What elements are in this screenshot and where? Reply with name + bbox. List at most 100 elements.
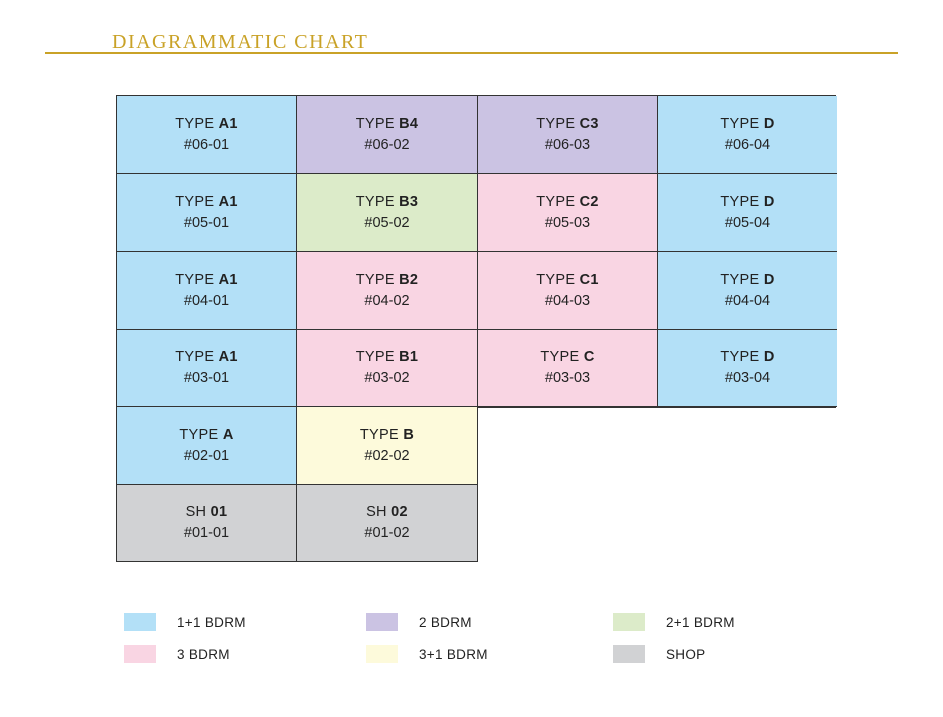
unit-type-label: SH 02 [366, 502, 408, 523]
legend-label: 3 BDRM [177, 646, 230, 662]
unit-number: #05-04 [724, 214, 771, 231]
legend-swatch [124, 645, 156, 663]
unit-type-code: B4 [399, 115, 419, 132]
unit-type-code: D [763, 349, 775, 365]
unit-type-code: D [763, 115, 775, 132]
unit-number: #06-01 [183, 136, 230, 153]
unit-type-prefix: TYPE [720, 271, 760, 288]
legend-item: 2 BDRM [366, 613, 472, 631]
legend-item: SHOP [613, 645, 705, 663]
unit-type-prefix: TYPE [179, 426, 219, 443]
unit-type-prefix: TYPE [355, 115, 395, 132]
unit-number: #01-02 [364, 525, 410, 541]
unit-number: #03-02 [364, 370, 410, 386]
legend-swatch [366, 613, 398, 631]
unit-type-code: A1 [218, 349, 238, 365]
unit-type-prefix: TYPE [175, 271, 215, 288]
unit-type-prefix: TYPE [720, 193, 760, 210]
unit-type-prefix: TYPE [355, 193, 395, 210]
unit-number: #06-02 [364, 136, 410, 153]
unit-type-code: D [763, 193, 775, 210]
unit-number: #06-04 [724, 136, 771, 153]
unit-cell: TYPE A1 #05-01 [117, 174, 297, 252]
unit-type-code: C [583, 349, 595, 365]
unit-type-prefix: TYPE [536, 193, 576, 210]
unit-type-prefix: SH [366, 504, 387, 520]
unit-type-label: TYPE D [720, 192, 774, 213]
unit-cell: TYPE B3 #05-02 [297, 174, 478, 252]
unit-number: #03-04 [724, 370, 771, 386]
unit-type-label: TYPE C2 [536, 192, 599, 213]
unit-type-code: A1 [218, 115, 238, 132]
unit-cell: TYPE C1 #04-03 [478, 252, 658, 330]
unit-type-label: TYPE A1 [175, 192, 238, 213]
unit-type-prefix: TYPE [536, 115, 576, 132]
unit-type-label: TYPE B1 [356, 347, 419, 368]
unit-type-label: SH 01 [186, 502, 228, 523]
unit-cell: TYPE C #03-03 [478, 330, 658, 407]
unit-number: #05-03 [544, 214, 591, 231]
legend-item: 2+1 BDRM [613, 613, 735, 631]
unit-type-label: TYPE C [540, 347, 594, 368]
unit-type-label: TYPE B3 [356, 192, 419, 213]
unit-type-code: A1 [218, 271, 238, 288]
unit-number: #04-03 [544, 292, 591, 309]
legend-label: 1+1 BDRM [177, 614, 246, 630]
unit-type-code: C2 [579, 193, 599, 210]
unit-type-prefix: TYPE [175, 193, 215, 210]
unit-cell: TYPE A1 #06-01 [117, 96, 297, 174]
unit-type-label: TYPE A [179, 425, 233, 446]
unit-cell: TYPE A1 #03-01 [117, 330, 297, 407]
legend-label: 2 BDRM [419, 614, 472, 630]
unit-type-prefix: TYPE [720, 115, 760, 132]
unit-number: #06-03 [544, 136, 591, 153]
unit-number: #03-01 [183, 370, 230, 386]
unit-grid: TYPE A1 #06-01 TYPE B4 #06-02 TYPE C3 #06-03 T… [116, 95, 837, 562]
unit-type-label: TYPE D [720, 270, 774, 291]
legend-swatch [613, 613, 645, 631]
unit-cell: TYPE D #05-04 [658, 174, 837, 252]
legend-label: SHOP [666, 646, 706, 662]
unit-type-label: TYPE B4 [356, 114, 419, 135]
unit-number: #04-04 [724, 292, 771, 309]
legend-label: 2+1 BDRM [666, 614, 735, 630]
unit-type-prefix: SH [185, 504, 207, 520]
unit-type-code: A1 [218, 193, 238, 210]
unit-number: #05-02 [364, 214, 410, 231]
title-divider [45, 52, 898, 54]
unit-type-label: TYPE A1 [175, 114, 238, 135]
legend-item: 3+1 BDRM [366, 645, 488, 663]
unit-cell: SH 02 #01-02 [297, 485, 478, 561]
legend-item: 3 BDRM [124, 645, 230, 663]
unit-cell: TYPE B4 #06-02 [297, 96, 478, 174]
legend-swatch [124, 613, 156, 631]
legend-label: 3+1 BDRM [419, 646, 488, 662]
unit-type-label: TYPE A1 [175, 347, 238, 368]
unit-type-code: C3 [579, 115, 599, 132]
empty-area [478, 407, 836, 562]
legend-item: 1+1 BDRM [124, 613, 246, 631]
unit-type-label: TYPE C3 [536, 114, 599, 135]
unit-type-label: TYPE B2 [356, 270, 419, 291]
unit-cell: TYPE C2 #05-03 [478, 174, 658, 252]
unit-number: #04-01 [183, 292, 230, 309]
unit-type-label: TYPE D [720, 347, 774, 368]
unit-type-code: B2 [399, 271, 419, 288]
unit-type-code: B [403, 426, 415, 443]
legend-swatch [613, 645, 645, 663]
unit-type-prefix: TYPE [359, 426, 399, 443]
unit-type-prefix: TYPE [175, 349, 215, 365]
unit-type-code: B1 [399, 349, 419, 365]
unit-number: #02-02 [364, 447, 410, 464]
unit-type-prefix: TYPE [720, 349, 760, 365]
unit-type-prefix: TYPE [355, 349, 395, 365]
unit-number: #02-01 [183, 447, 230, 464]
unit-type-prefix: TYPE [355, 271, 395, 288]
unit-type-label: TYPE A1 [175, 270, 238, 291]
unit-cell: TYPE B1 #03-02 [297, 330, 478, 407]
unit-number: #05-01 [183, 214, 230, 231]
unit-cell: SH 01 #01-01 [117, 485, 297, 561]
unit-number: #01-01 [183, 525, 230, 541]
unit-cell: TYPE C3 #06-03 [478, 96, 658, 174]
unit-type-label: TYPE C1 [536, 270, 599, 291]
